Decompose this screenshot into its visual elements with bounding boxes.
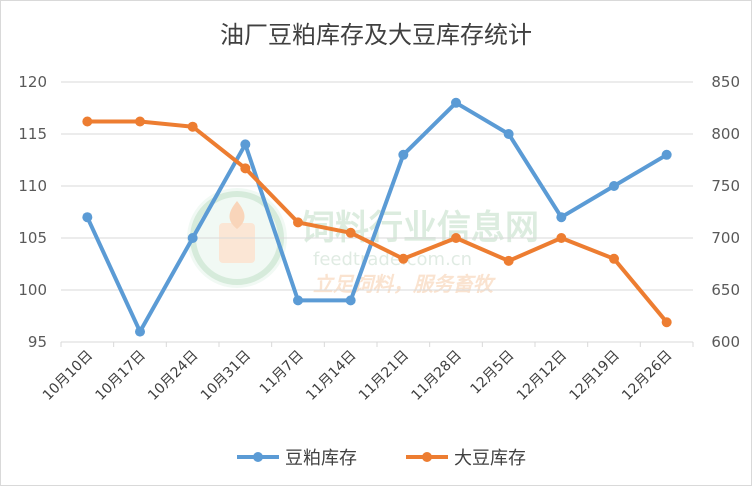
x-tick-label: 12月26日	[619, 348, 675, 404]
x-tick-label: 11月21日	[356, 348, 412, 404]
data-point	[503, 255, 514, 266]
legend-swatch-marker	[253, 452, 263, 462]
data-point	[503, 129, 514, 139]
x-tick-label: 10月31日	[198, 348, 254, 404]
data-point	[556, 212, 567, 223]
gridlines	[61, 81, 693, 291]
legend-item: 大豆库存	[406, 448, 526, 469]
series-layer	[82, 97, 672, 337]
y-left-tick-label: 95	[28, 333, 47, 351]
data-point	[609, 253, 619, 264]
y-left-tick-label: 100	[18, 281, 47, 299]
x-tick-label: 11月7日	[257, 348, 307, 398]
data-point	[293, 217, 303, 228]
legend-label: 大豆库存	[454, 448, 526, 469]
y-left-tick-label: 110	[18, 177, 47, 195]
data-point	[240, 139, 251, 150]
data-point	[556, 233, 567, 243]
watermark-text: 饲料行业信息网	[301, 208, 539, 248]
series-line	[85, 100, 669, 334]
y-right-tick-label: 800	[711, 125, 740, 143]
y-right-tick-label: 650	[711, 281, 740, 299]
data-point	[451, 97, 461, 108]
y-left-tick-label: 115	[18, 125, 47, 143]
x-tick-label: 10月24日	[145, 348, 201, 404]
data-point	[345, 227, 356, 238]
y-right-tick-label: 700	[711, 229, 740, 247]
y-right-tick-label: 850	[711, 73, 740, 91]
data-point	[82, 116, 93, 127]
watermark: 饲料行业信息网 feedtrade.com.cn 立足饲料，服务畜牧	[187, 188, 539, 296]
x-tick-label: 12月5日	[467, 348, 517, 398]
data-point	[345, 295, 356, 306]
data-point	[135, 116, 145, 127]
series-soymeal	[82, 97, 672, 337]
legend-label: 豆粕库存	[285, 448, 357, 469]
watermark-url: feedtrade.com.cn	[313, 249, 472, 270]
x-tick-label: 10月17日	[93, 348, 149, 404]
series-soybean	[82, 116, 672, 328]
x-tick-label: 12月19日	[567, 348, 623, 404]
data-point	[398, 253, 409, 264]
legend: 豆粕库存 大豆库存	[237, 448, 526, 469]
data-point	[135, 326, 145, 337]
data-point	[398, 149, 409, 160]
data-point	[609, 181, 619, 191]
data-point	[661, 317, 672, 328]
x-tick-label: 10月10日	[40, 348, 96, 404]
data-point	[82, 212, 93, 223]
legend-item: 豆粕库存	[237, 448, 357, 469]
y-axis-left: 95 100 105 110 115 120	[18, 73, 47, 351]
data-point	[451, 233, 461, 243]
x-tick-label: 12月12日	[514, 348, 570, 404]
x-tick-label: 11月14日	[303, 348, 359, 404]
y-right-tick-label: 600	[711, 333, 740, 351]
x-tick-label: 11月28日	[409, 348, 465, 404]
chart-title: 油厂豆粕库存及大豆库存统计	[220, 21, 532, 49]
y-left-tick-label: 105	[18, 229, 47, 247]
y-left-tick-label: 120	[18, 73, 47, 91]
series-line	[85, 119, 669, 325]
legend-swatch-marker	[422, 452, 432, 462]
y-axis-right: 600 650 700 750 800 850	[711, 73, 740, 351]
data-point	[187, 121, 198, 132]
data-point	[293, 295, 303, 306]
y-right-tick-label: 750	[711, 177, 740, 195]
data-point	[661, 149, 672, 160]
watermark-slogan: 立足饲料，服务畜牧	[313, 272, 496, 296]
data-point	[240, 163, 251, 174]
data-point	[187, 233, 198, 243]
